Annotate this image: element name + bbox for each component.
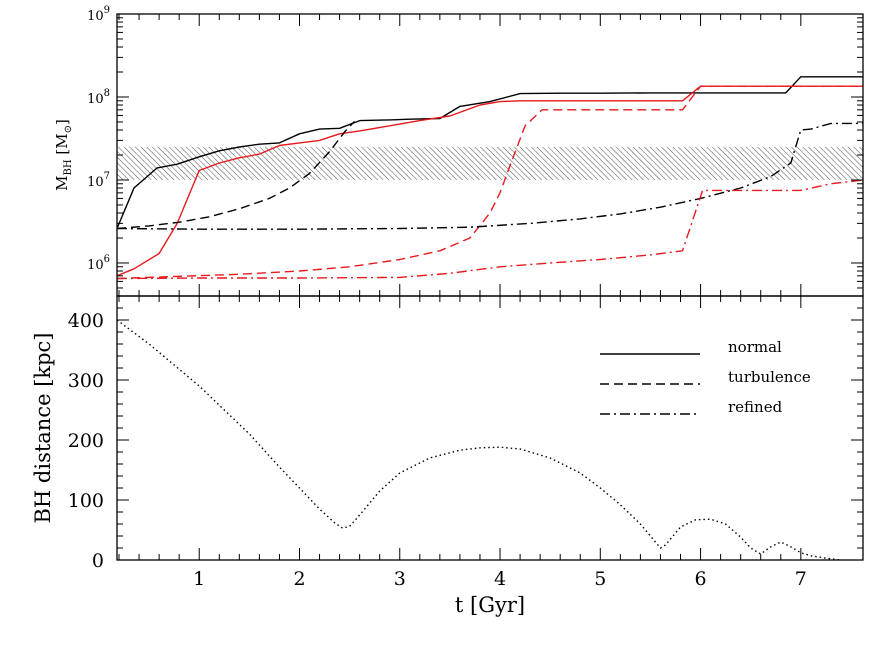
distance-panel: 0 100 200 300 400 1 2 3 4 5 6 7 t [Gyr] BH distanc…: [31, 295, 864, 617]
series-red-dashdot: [117, 179, 863, 280]
series-black-dashdot: [117, 122, 863, 230]
series-black-solid: [117, 76, 863, 229]
y-tick-label: 0: [92, 550, 104, 572]
legend-label-refined: refined: [728, 398, 783, 416]
time-x-axis-label: t [Gyr]: [455, 593, 525, 617]
y-tick-label: 200: [68, 430, 104, 452]
y-tick-label: 300: [68, 370, 104, 392]
y-tick-label: 400: [68, 310, 104, 332]
series-black-dashed: [117, 120, 356, 230]
time-x-tick-labels: 1 2 3 4 5 6 7: [193, 568, 807, 590]
mass-panel: 106 107 108 109 MBH [M⊙]: [53, 5, 864, 297]
legend-label-normal: normal: [728, 338, 782, 356]
distance-y-tick-labels: 0 100 200 300 400: [68, 310, 104, 572]
series-red-solid: [117, 85, 863, 277]
legend-label-turbulence: turbulence: [728, 368, 811, 386]
y-tick-label: 109: [87, 5, 110, 24]
y-tick-label: 108: [87, 88, 110, 107]
distance-axis-ticks: [117, 295, 863, 561]
legend: normal turbulence refined: [600, 338, 811, 416]
x-tick-label: 1: [193, 568, 205, 590]
distance-series: [117, 319, 841, 560]
y-tick-label: 107: [87, 171, 110, 190]
x-tick-label: 4: [494, 568, 506, 590]
series-distance: [117, 319, 841, 560]
x-tick-label: 3: [394, 568, 406, 590]
x-tick-label: 7: [795, 568, 807, 590]
x-tick-label: 5: [594, 568, 606, 590]
y-tick-label: 106: [87, 254, 110, 273]
observed-mass-band: [117, 146, 863, 180]
mass-y-tick-labels: 106 107 108 109: [87, 5, 110, 273]
series-red-dashed: [117, 85, 863, 280]
distance-panel-frame: [116, 295, 864, 561]
mass-y-axis-label: MBH [M⊙]: [53, 119, 74, 191]
x-tick-label: 2: [293, 568, 305, 590]
distance-y-axis-label: BH distance [kpc]: [31, 332, 55, 523]
x-tick-label: 6: [695, 568, 707, 590]
mass-axis-ticks: [117, 14, 863, 297]
y-tick-label: 100: [68, 490, 104, 512]
mass-series: [117, 76, 863, 280]
